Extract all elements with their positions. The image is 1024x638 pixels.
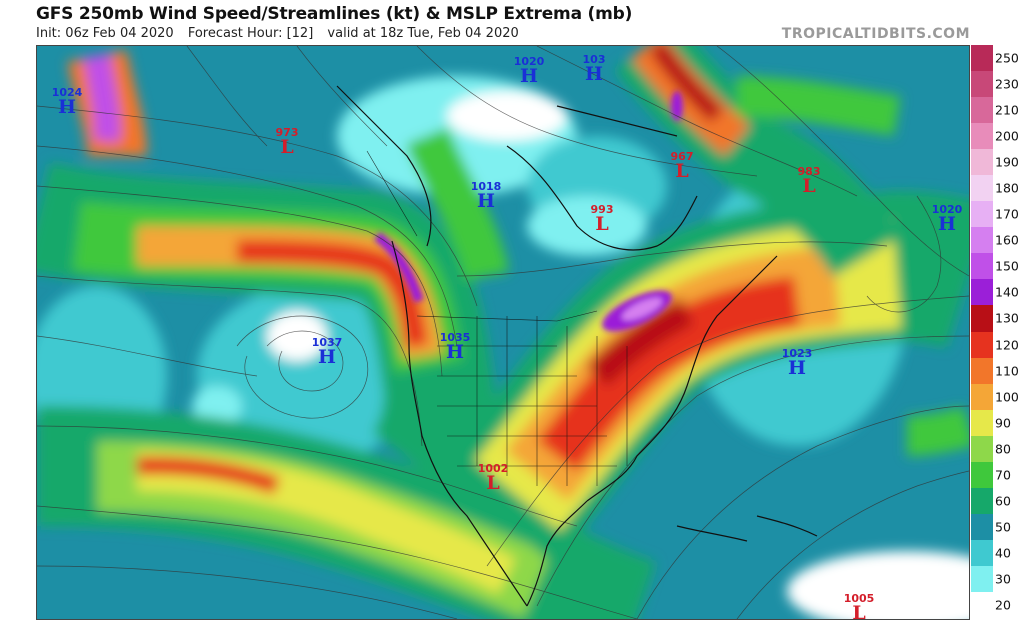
- colorbar-segment: [971, 227, 993, 254]
- pressure-value: 103: [582, 53, 606, 66]
- pressure-letter: L: [802, 175, 816, 197]
- pressure-high: 1035 H: [440, 332, 471, 362]
- colorbar-tick-label: 230: [995, 76, 1019, 92]
- pressure-letter: L: [486, 472, 500, 494]
- pressure-letter: H: [520, 65, 538, 87]
- pressure-high: 1020 H: [514, 56, 545, 86]
- pressure-letter: H: [477, 190, 495, 212]
- pressure-value: 1037: [311, 336, 343, 349]
- colorbar-tick-label: 20: [995, 597, 1011, 613]
- pressure-letter: H: [788, 357, 806, 379]
- pressure-low: 983 L: [798, 166, 821, 196]
- pressure-high: 103 H: [583, 54, 606, 84]
- colorbar-tick-label: 40: [995, 545, 1011, 561]
- colorbar: [971, 45, 993, 619]
- pressure-high: 1037 H: [312, 337, 343, 367]
- pressure-value: 1023: [781, 347, 813, 360]
- pressure-value: 1005: [843, 592, 875, 605]
- colorbar-segment: [971, 123, 993, 150]
- colorbar-segment: [971, 45, 993, 72]
- pressure-value: 1018: [470, 180, 502, 193]
- pressure-high: 1018 H: [471, 181, 502, 211]
- pressure-letter: H: [446, 341, 464, 363]
- colorbar-segment: [971, 487, 993, 515]
- colorbar-ticks: 250 230 210 200 190 180 170 160 150 140 130 120 110 1…: [995, 45, 1023, 618]
- colorbar-segment: [971, 279, 993, 306]
- colorbar-tick-label: 210: [995, 102, 1019, 118]
- colorbar-tick-label: 80: [995, 441, 1011, 457]
- colorbar-tick-label: 100: [995, 389, 1019, 405]
- pressure-letter: H: [58, 96, 76, 118]
- pressure-value: 983: [797, 165, 821, 178]
- pressure-letter: H: [318, 346, 336, 368]
- colorbar-tick-label: 30: [995, 571, 1011, 587]
- pressure-high: 1020 H: [932, 204, 963, 234]
- colorbar-tick-label: 150: [995, 258, 1019, 274]
- pressure-letter: H: [938, 213, 956, 235]
- pressure-low: 967 L: [671, 151, 694, 181]
- colorbar-tick-label: 160: [995, 232, 1019, 248]
- colorbar-segment: [971, 591, 993, 619]
- colorbar-tick-label: 90: [995, 415, 1011, 431]
- colorbar-segment: [971, 435, 993, 463]
- colorbar-segment: [971, 461, 993, 489]
- colorbar-segment: [971, 201, 993, 228]
- colorbar-tick-label: 250: [995, 50, 1019, 66]
- valid-time: valid at 18z Tue, Feb 04 2020: [327, 26, 519, 41]
- colorbar-tick-label: 50: [995, 519, 1011, 535]
- colorbar-segment: [971, 409, 993, 437]
- colorbar-tick-label: 130: [995, 310, 1019, 326]
- colorbar-tick-label: 170: [995, 206, 1019, 222]
- map-title: GFS 250mb Wind Speed/Streamlines (kt) & …: [36, 4, 633, 24]
- colorbar-segment: [971, 175, 993, 202]
- pressure-letter: L: [852, 602, 866, 620]
- colorbar-tick-label: 60: [995, 493, 1011, 509]
- colorbar-segment: [971, 565, 993, 593]
- colorbar-segment: [971, 331, 993, 359]
- init-time: Init: 06z Feb 04 2020: [36, 26, 174, 41]
- colorbar-tick-label: 190: [995, 154, 1019, 170]
- coastlines: [336, 85, 818, 607]
- colorbar-tick-label: 110: [995, 363, 1019, 379]
- colorbar-segment: [971, 539, 993, 567]
- streamlines: [37, 46, 969, 619]
- pressure-value: 967: [670, 150, 694, 163]
- pressure-value: 1024: [51, 86, 83, 99]
- pressure-letter: H: [585, 63, 603, 85]
- colorbar-segment: [971, 383, 993, 411]
- wind-map: 1024 H 973 L 1020 H 103 H 967 L 983 L 10…: [36, 45, 970, 620]
- political-boundaries: [366, 150, 628, 486]
- colorbar-segment: [971, 253, 993, 280]
- pressure-letter: L: [595, 213, 609, 235]
- colorbar-segment: [971, 513, 993, 541]
- colorbar-segment: [971, 71, 993, 98]
- pressure-value: 1002: [477, 462, 509, 475]
- colorbar-segment: [971, 97, 993, 124]
- pressure-value: 1020: [513, 55, 545, 68]
- colorbar-tick-label: 140: [995, 284, 1019, 300]
- map-subtitle: Init: 06z Feb 04 2020 Forecast Hour: [12…: [36, 26, 529, 41]
- pressure-value: 1020: [931, 203, 963, 216]
- pressure-value: 993: [590, 203, 614, 216]
- pressure-low: 1002 L: [478, 463, 509, 493]
- colorbar-tick-label: 120: [995, 337, 1019, 353]
- forecast-hour: Forecast Hour: [12]: [187, 26, 314, 41]
- colorbar-tick-label: 180: [995, 180, 1019, 196]
- pressure-low: 1005 L: [843, 592, 875, 620]
- colorbar-tick-label: 70: [995, 467, 1011, 483]
- pressure-value: 973: [275, 126, 299, 139]
- colorbar-segment: [971, 357, 993, 385]
- pressure-letter: L: [675, 160, 689, 182]
- colorbar-segment: [971, 149, 993, 176]
- pressure-high: 1024 H: [52, 87, 83, 117]
- pressure-high: 1023 H: [782, 348, 813, 378]
- pressure-value: 1035: [439, 331, 471, 344]
- brand-watermark: TROPICALTIDBITS.COM: [781, 26, 970, 42]
- pressure-letter: L: [280, 136, 294, 158]
- wind-speed-field: [37, 46, 969, 619]
- colorbar-segment: [971, 305, 993, 332]
- pressure-low: 993 L: [591, 204, 614, 234]
- colorbar-tick-label: 200: [995, 128, 1019, 144]
- pressure-low: 973 L: [276, 127, 299, 157]
